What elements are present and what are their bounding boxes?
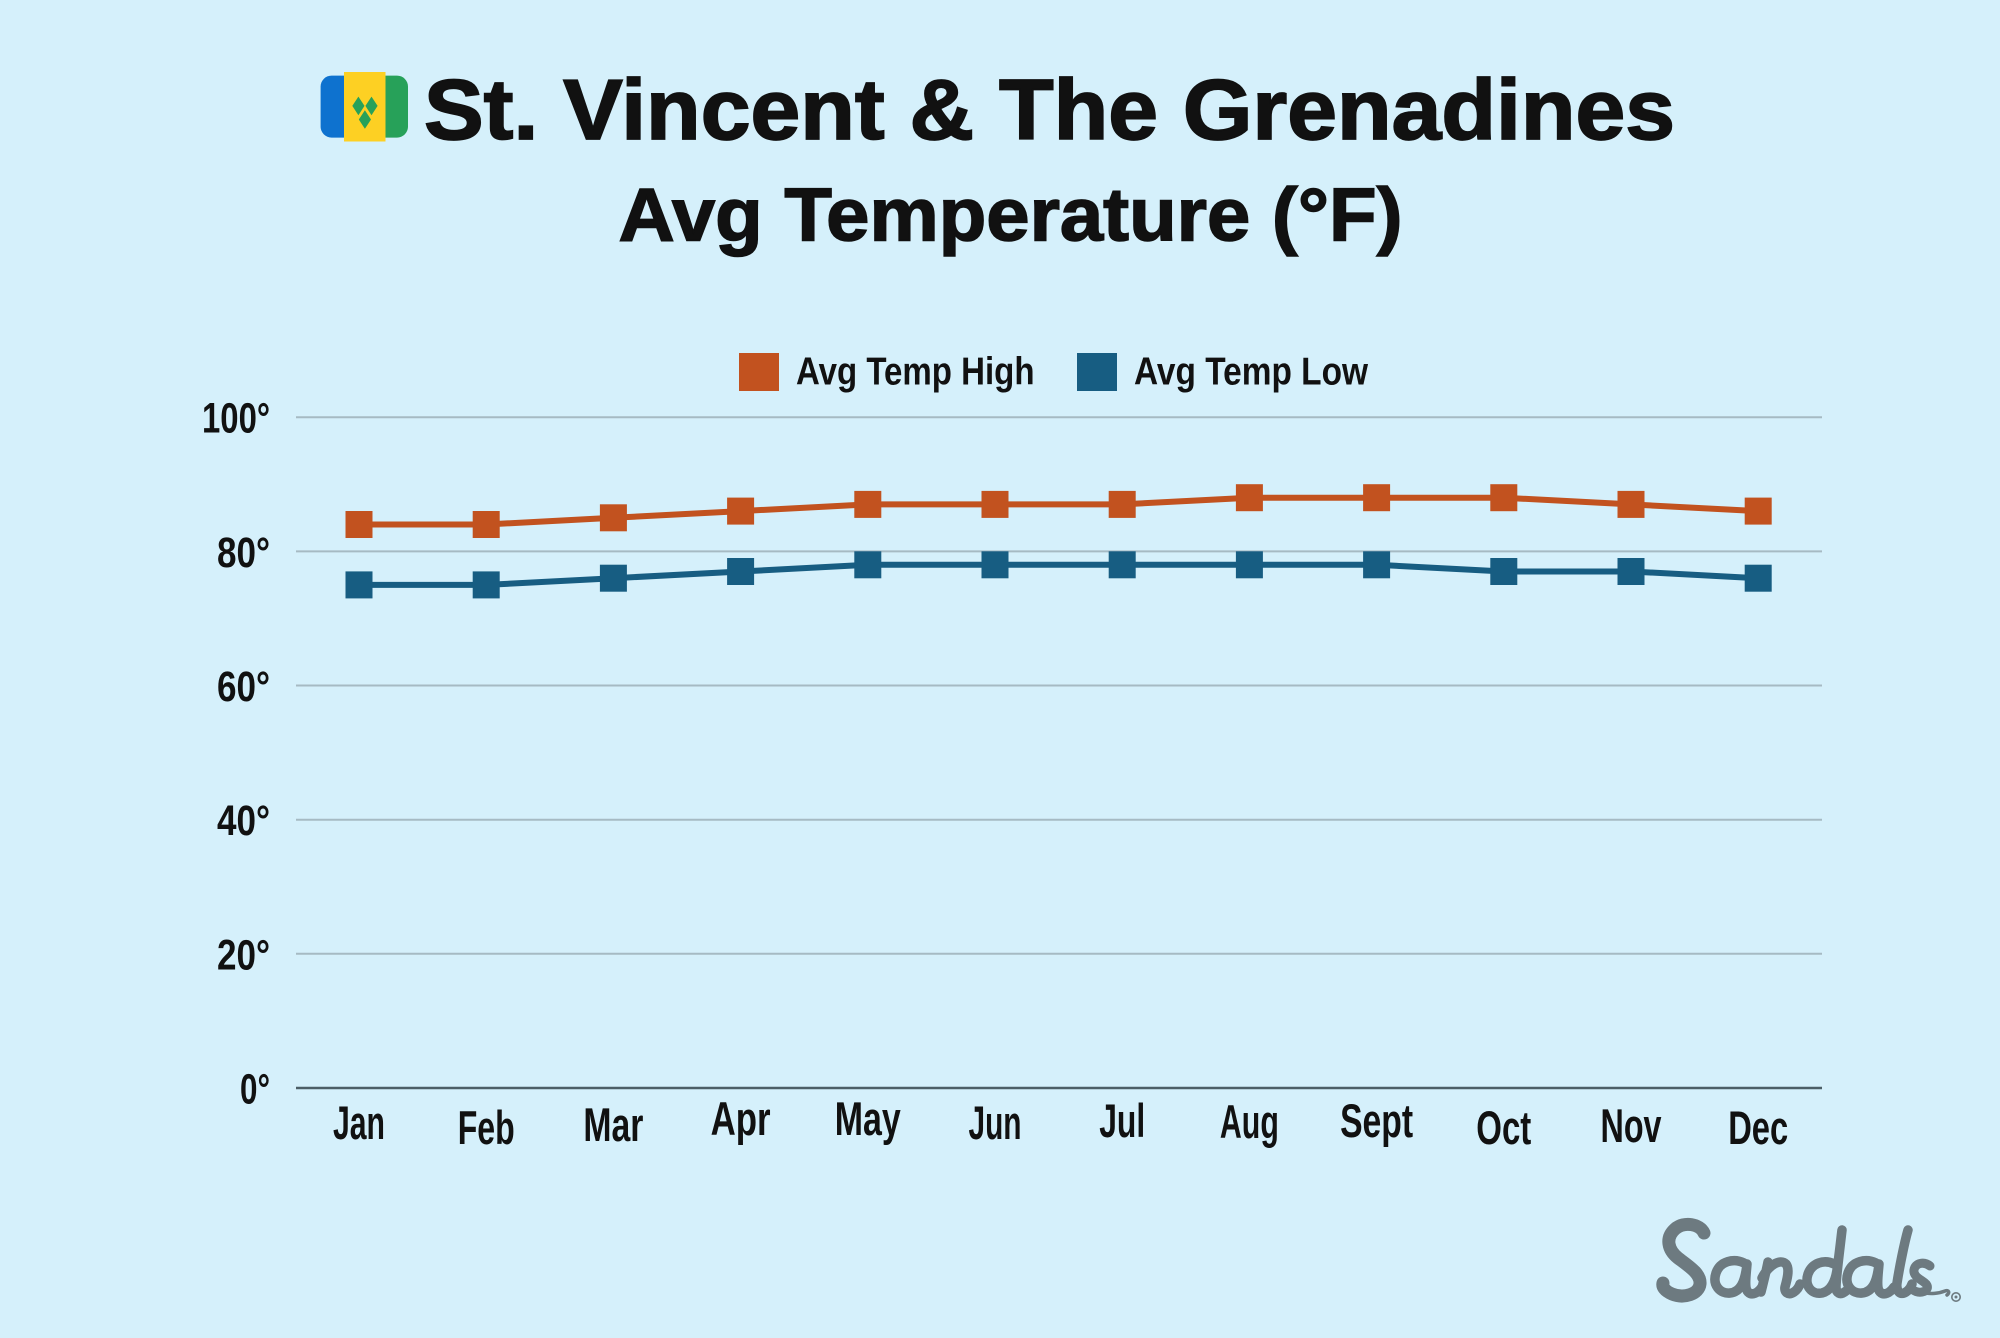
svg-text:Avg Temp Low: Avg Temp Low	[1134, 351, 1369, 394]
svg-text:May: May	[835, 1092, 901, 1145]
svg-text:Sept: Sept	[1340, 1094, 1413, 1147]
svg-text:Jan: Jan	[333, 1096, 385, 1149]
svg-text:Jun: Jun	[969, 1096, 1022, 1149]
svg-text:60°: 60°	[217, 664, 270, 711]
svg-text:Avg Temperature (°F): Avg Temperature (°F)	[619, 173, 1403, 257]
svg-text:Jul: Jul	[1099, 1094, 1145, 1147]
svg-text:80°: 80°	[217, 530, 270, 577]
svg-text:Oct: Oct	[1476, 1101, 1531, 1154]
svg-text:Avg Temp High: Avg Temp High	[796, 351, 1035, 394]
svg-text:100°: 100°	[202, 396, 270, 443]
svg-text:St. Vincent & The Grenadines: St. Vincent & The Grenadines	[424, 63, 1675, 158]
svg-text:Apr: Apr	[711, 1092, 771, 1145]
svg-text:Feb: Feb	[458, 1101, 515, 1154]
svg-text:0°: 0°	[240, 1067, 270, 1114]
svg-text:Dec: Dec	[1728, 1101, 1788, 1154]
svg-text:Mar: Mar	[583, 1098, 643, 1151]
svg-text:40°: 40°	[217, 798, 270, 845]
svg-text:Nov: Nov	[1601, 1099, 1662, 1152]
svg-text:Aug: Aug	[1220, 1095, 1279, 1148]
svg-text:20°: 20°	[217, 932, 270, 979]
